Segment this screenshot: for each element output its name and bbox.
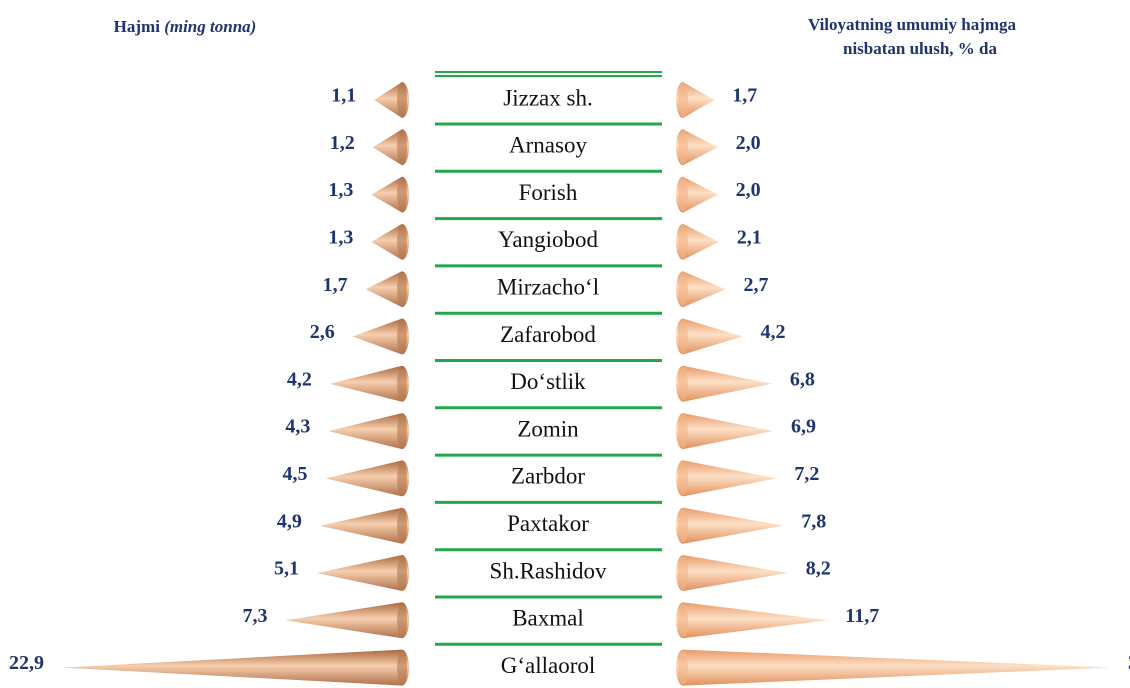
value-label: 5,1 [274,558,299,580]
cone-base [397,508,407,543]
value-label: 1,7 [732,85,757,107]
cone-base [397,603,407,638]
cone-base [678,366,688,401]
cone-base [678,461,688,496]
cone-bar [316,555,409,591]
cone-base [397,130,407,165]
category-label: Paxtakor [507,511,589,536]
value-label: 4,5 [283,463,308,485]
category-label: Jizzax sh. [503,85,592,110]
cone-base [678,508,688,543]
right-title: nisbatan ulush, % da [843,39,998,58]
cone-base [678,603,688,638]
value-label: 1,1 [331,85,356,107]
cone-base [397,177,407,212]
value-label: 4,2 [287,368,312,390]
left-header: Hajmi (ming tonna) [114,17,257,36]
cone-base [397,461,407,496]
cone-base [397,556,407,590]
category-label: Arnasoy [509,133,587,158]
cone-bar [676,555,788,591]
cone-bar [62,649,409,686]
cone-base [678,177,688,212]
value-label: 36,7 [1128,652,1130,674]
cone-bar [676,460,777,497]
cone-base [397,319,407,354]
value-label: 7,8 [801,510,826,532]
cone-base [678,650,688,685]
cone-base [397,366,407,401]
cone-base [397,272,407,307]
value-label: 4,2 [760,321,785,343]
category-label: Yangiobod [498,227,598,252]
cone-base [678,83,688,117]
value-label: 7,3 [242,605,267,627]
cone-base [678,319,688,354]
value-label: 4,3 [285,416,310,438]
value-label: 6,9 [791,416,816,438]
value-label: 1,7 [323,274,348,296]
category-label: Zomin [517,416,579,441]
category-label: Forish [519,180,578,205]
cone-bar [676,413,774,450]
value-label: 1,3 [328,226,353,248]
value-label: 2,6 [310,321,335,343]
cone-base [678,272,688,307]
category-label: Zafarobod [500,322,596,347]
cone-base [678,414,688,449]
cone-bar [328,413,409,450]
value-label: 22,9 [9,652,44,674]
value-label: 2,7 [744,274,769,296]
cone-base [678,224,688,259]
value-label: 4,9 [277,510,302,532]
cone-bar [676,602,828,639]
cone-bar [329,365,409,402]
category-label: Baxmal [512,606,584,631]
cone-bar [676,365,772,402]
right-title: Viloyatning umumiy hajmga [808,15,1017,34]
cone-bar [676,318,743,355]
category-label: Zarbdor [511,464,585,489]
value-label: 7,2 [794,463,819,485]
cone-bar [676,649,1110,686]
cone-base [397,414,407,449]
left-title: Hajmi [114,17,161,36]
value-label: 6,8 [790,368,815,390]
value-label: 2,0 [736,132,761,154]
category-label: Do‘stlik [510,369,586,394]
cone-bar [676,507,784,544]
value-label: 1,2 [330,132,355,154]
cone-bar [325,460,409,497]
value-label: 2,0 [736,179,761,201]
cone-bar [285,602,409,639]
cone-bar [352,318,409,355]
cone-base [678,556,688,590]
category-label: Mirzacho‘l [497,274,599,299]
value-label: 2,1 [737,226,762,248]
cone-bar [319,507,409,544]
cone-bar [676,271,726,308]
cone-base [397,83,407,117]
value-label: 1,3 [328,179,353,201]
category-label: Sh.Rashidov [490,558,607,583]
value-label: 8,2 [806,558,831,580]
cone-base [678,130,688,165]
value-label: 11,7 [845,605,879,627]
cone-base [397,650,407,685]
category-label: G‘allaorol [501,653,596,678]
cone-base [397,224,407,259]
left-unit: (ming tonna) [164,17,256,36]
